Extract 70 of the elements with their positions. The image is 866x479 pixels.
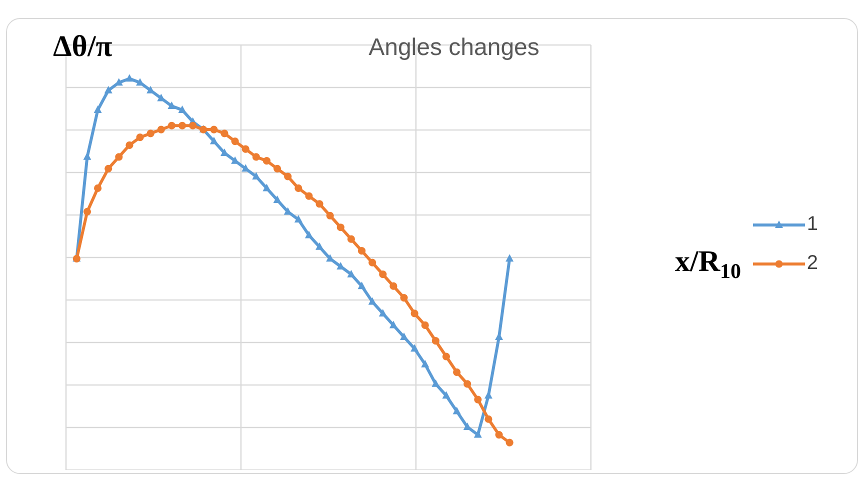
point — [273, 164, 282, 172]
point — [136, 134, 144, 142]
point — [262, 157, 271, 165]
point — [115, 153, 123, 161]
point — [336, 224, 344, 232]
point — [242, 145, 250, 153]
point — [316, 200, 324, 208]
point — [410, 344, 419, 352]
point — [432, 379, 440, 387]
point — [358, 282, 366, 290]
point — [125, 74, 134, 82]
point — [178, 105, 186, 113]
point — [168, 122, 176, 130]
y-axis-title: Δθ/π — [53, 30, 112, 64]
point — [421, 321, 429, 330]
point — [220, 130, 228, 138]
point — [410, 310, 418, 318]
point — [389, 320, 398, 328]
point — [252, 153, 260, 161]
point — [178, 122, 186, 130]
point — [474, 430, 482, 438]
point — [273, 195, 282, 203]
point — [347, 270, 356, 278]
text: x/R$_{10}$ — [675, 245, 741, 283]
point — [189, 122, 197, 130]
point — [484, 415, 492, 423]
point — [368, 297, 376, 305]
point — [104, 86, 112, 94]
point — [210, 136, 218, 144]
point — [294, 215, 302, 223]
point — [83, 208, 92, 216]
point — [305, 192, 313, 200]
point — [210, 126, 218, 134]
point — [231, 137, 239, 146]
legend-label: 1 — [806, 213, 818, 236]
point — [464, 380, 472, 388]
point — [157, 126, 165, 134]
point — [452, 368, 461, 376]
point — [304, 230, 313, 238]
point — [506, 254, 514, 262]
point — [252, 172, 260, 180]
point — [506, 438, 514, 446]
point — [326, 212, 334, 220]
point — [421, 360, 430, 368]
point — [168, 102, 176, 110]
point — [358, 247, 366, 255]
point — [126, 141, 134, 149]
point — [284, 172, 292, 180]
point — [368, 258, 376, 266]
point — [146, 130, 154, 138]
point — [316, 242, 324, 250]
point — [94, 184, 102, 192]
chart-title: Angles changes — [368, 34, 540, 61]
point — [94, 105, 102, 113]
point — [452, 406, 461, 414]
point — [379, 270, 387, 278]
point — [347, 235, 355, 243]
point — [390, 282, 398, 290]
point — [378, 308, 387, 316]
point — [262, 184, 271, 192]
point — [400, 294, 408, 302]
point — [442, 352, 450, 360]
point — [104, 164, 112, 172]
point — [294, 184, 302, 192]
point — [442, 391, 450, 399]
point — [474, 396, 482, 404]
point — [400, 332, 408, 340]
legend-label: 2 — [806, 252, 818, 275]
point — [432, 337, 440, 345]
point — [495, 430, 503, 439]
